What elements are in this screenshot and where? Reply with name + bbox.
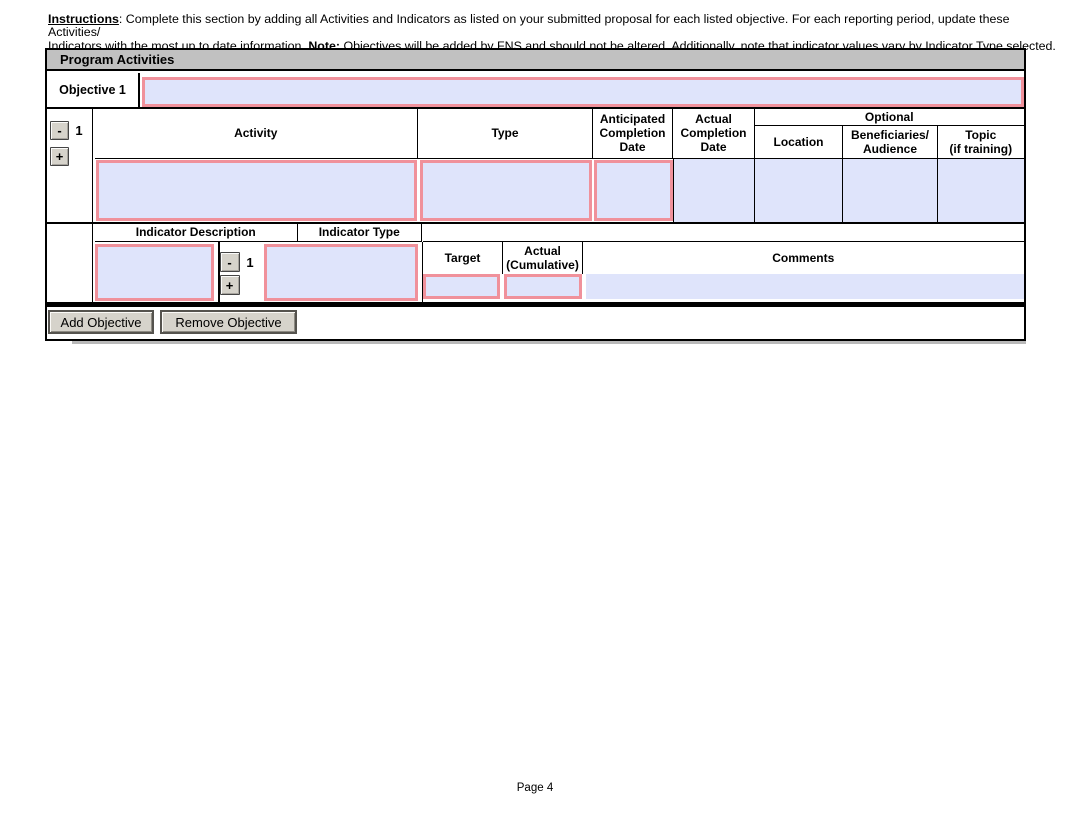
- indicator-type-select[interactable]: [264, 244, 418, 301]
- program-activities-header: Program Activities: [47, 50, 1024, 71]
- type-select[interactable]: [419, 160, 592, 221]
- anticipated-completion-date-input[interactable]: [594, 160, 673, 221]
- page-number: Page 4: [516, 782, 554, 794]
- optional-header: Optional: [755, 109, 1024, 126]
- type-column-header: Type: [418, 109, 593, 159]
- activity-input[interactable]: [96, 160, 417, 221]
- location-column-header: Location: [755, 126, 843, 159]
- indicator-remove-row-button[interactable]: -: [219, 252, 240, 272]
- cell-divider: [218, 242, 220, 302]
- activity-add-row-button[interactable]: +: [50, 147, 69, 166]
- comments-input[interactable]: [585, 273, 1024, 299]
- objective-input[interactable]: [142, 77, 1024, 107]
- activity-remove-row-button[interactable]: -: [50, 121, 69, 140]
- beneficiaries-audience-column-header: Beneficiaries/ Audience: [843, 126, 938, 159]
- add-objective-button[interactable]: Add Objective: [48, 310, 154, 334]
- indicator-description-select[interactable]: [95, 244, 214, 301]
- activity-row-number: 1: [75, 123, 83, 138]
- beneficiaries-audience-input[interactable]: [843, 158, 938, 222]
- anticipated-completion-date-header: Anticipated Completion Date: [593, 109, 673, 159]
- row-divider: [47, 222, 1024, 224]
- remove-objective-button[interactable]: Remove Objective: [160, 310, 297, 334]
- target-input[interactable]: [423, 273, 500, 299]
- instructions-label: Instructions: [48, 12, 119, 26]
- indicator-description-header: Indicator Description: [94, 223, 298, 242]
- comments-header: Comments: [583, 242, 1024, 274]
- target-header: Target: [423, 242, 503, 274]
- instructions-line-1: Instructions: Complete this section by a…: [48, 12, 1010, 40]
- indicator-row-number: 1: [246, 255, 254, 270]
- topic-input[interactable]: [938, 158, 1024, 222]
- actual-cumulative-input[interactable]: [504, 273, 582, 299]
- indicator-header-spacer: [423, 223, 1024, 242]
- section-separator: [47, 302, 1024, 307]
- topic-column-header: Topic (if training): [938, 126, 1024, 159]
- activity-column-header: Activity: [94, 109, 418, 159]
- cell-divider: [421, 242, 423, 302]
- location-select[interactable]: [755, 158, 843, 222]
- actual-cumulative-header: Actual (Cumulative): [503, 242, 583, 274]
- objective-label: Objective 1: [47, 73, 140, 109]
- indicator-add-row-button[interactable]: +: [219, 275, 240, 295]
- program-activities-table-border: [45, 48, 1026, 341]
- table-shadow: [72, 341, 1026, 344]
- actual-completion-date-input[interactable]: [673, 158, 755, 222]
- indicator-type-header: Indicator Type: [298, 223, 422, 242]
- actual-completion-date-header: Actual Completion Date: [673, 109, 755, 159]
- activity-row-controls-column: [47, 109, 93, 302]
